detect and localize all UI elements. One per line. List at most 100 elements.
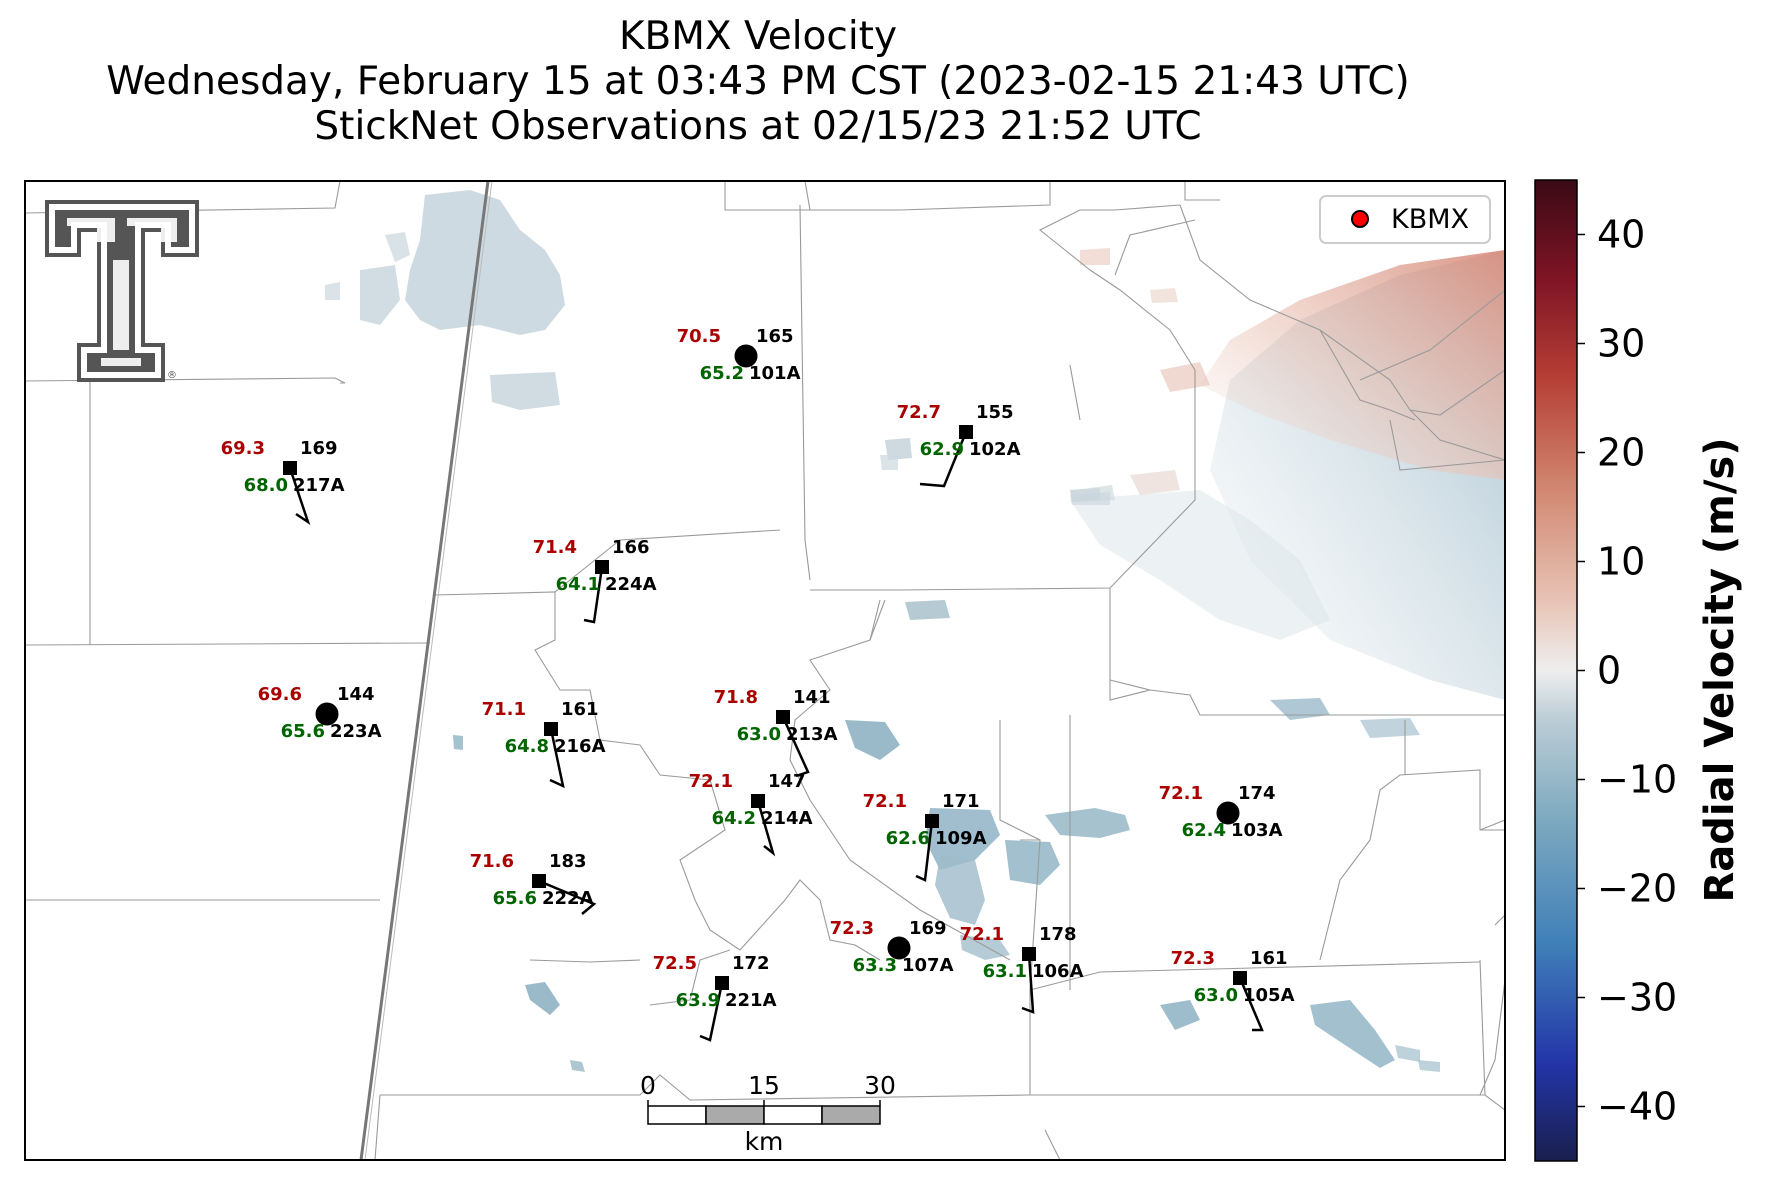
colorbar-tick-label: 30: [1597, 322, 1645, 366]
station-id: 183: [549, 851, 587, 872]
station-marker-square: [1022, 947, 1036, 961]
station-dewpoint: 63.3: [853, 955, 897, 976]
station-dewpoint: 65.6: [281, 721, 325, 742]
station-dewpoint: 62.6: [886, 828, 930, 849]
station-id: 166: [612, 537, 650, 558]
station-temperature: 71.6: [470, 851, 514, 872]
station-dewpoint: 62.9: [920, 439, 964, 460]
station-dewpoint: 63.0: [1194, 985, 1238, 1006]
station-temperature: 71.1: [482, 699, 526, 720]
station-temperature: 69.3: [221, 438, 265, 459]
station-221A[interactable]: 72.5 172 63.9 221A: [653, 953, 777, 1042]
wind-barb: [756, 800, 776, 857]
logo-registered-mark: ®: [167, 370, 177, 381]
title-line-1: KBMX Velocity: [618, 14, 898, 59]
station-103A[interactable]: 72.1 174 62.4 103A: [1159, 783, 1283, 841]
station-temperature: 72.1: [960, 924, 1004, 945]
colorbar-tick-label: −30: [1597, 976, 1677, 1020]
colorbar-tick-label: 20: [1597, 431, 1645, 475]
station-marker-square: [1233, 971, 1247, 985]
county-boundaries: [25, 181, 1505, 1160]
station-temperature: 72.7: [897, 402, 941, 423]
station-id: 169: [909, 918, 947, 939]
map-border: [24, 180, 1506, 1161]
station-107A[interactable]: 72.3 169 63.3 107A: [830, 918, 954, 976]
station-216A[interactable]: 71.1 161 64.8 216A: [482, 699, 606, 789]
wind-barb: [781, 716, 810, 778]
station-id: 171: [942, 791, 980, 812]
station-temperature: 72.3: [1171, 948, 1215, 969]
station-214A[interactable]: 72.1 147 64.2 214A: [689, 771, 813, 857]
station-102A[interactable]: 72.7 155 62.9 102A: [897, 402, 1021, 488]
wind-barb: [1021, 953, 1035, 1014]
station-marker-square: [595, 560, 609, 574]
wind-barb: [919, 431, 968, 488]
scale-label-15: 15: [748, 1071, 780, 1100]
station-id: 147: [768, 771, 806, 792]
station-name: 224A: [605, 574, 657, 595]
scale-label-30: 30: [864, 1071, 896, 1100]
station-217A[interactable]: 69.3 169 68.0 217A: [221, 438, 345, 526]
station-id: 161: [1250, 948, 1288, 969]
station-marker-square: [959, 425, 973, 439]
station-marker-square: [715, 976, 729, 990]
legend-label: KBMX: [1391, 204, 1469, 235]
station-temperature: 72.1: [1159, 783, 1203, 804]
station-name: 222A: [542, 888, 594, 909]
station-222A[interactable]: 71.6 183 65.6 222A: [470, 851, 597, 915]
station-id: 169: [300, 438, 338, 459]
station-name: 107A: [902, 955, 954, 976]
station-id: 161: [561, 699, 599, 720]
station-id: 144: [337, 684, 375, 705]
colorbar: 40 30 20 10 0 −10 −20 −30 −40 Radial Velocity (m…: [1534, 179, 1743, 1162]
station-marker-circle: [887, 936, 911, 960]
station-id: 141: [793, 687, 831, 708]
station-223A[interactable]: 69.6 144 65.6 223A: [258, 684, 382, 742]
station-name: 217A: [293, 475, 345, 496]
station-106A[interactable]: 72.1 178 63.1 106A: [960, 924, 1084, 1014]
station-id: 178: [1039, 924, 1077, 945]
wind-barb: [915, 820, 934, 882]
station-name: 214A: [761, 808, 813, 829]
wind-barb: [288, 467, 311, 526]
title-line-2: Wednesday, February 15 at 03:43 PM CST (…: [106, 59, 1410, 104]
station-name: 221A: [725, 990, 777, 1011]
wind-barb: [583, 566, 604, 624]
colorbar-tick-label: 0: [1597, 649, 1621, 693]
title-line-3: StickNet Observations at 02/15/23 21:52 …: [314, 104, 1202, 149]
station-109A[interactable]: 72.1 171 62.6 109A: [863, 791, 987, 882]
scale-unit: km: [745, 1127, 784, 1156]
station-name: 106A: [1032, 961, 1084, 982]
station-105A[interactable]: 72.3 161 63.0 105A: [1171, 948, 1295, 1032]
station-marker-circle: [315, 702, 339, 726]
station-name: 102A: [969, 439, 1021, 460]
station-dewpoint: 65.6: [493, 888, 537, 909]
colorbar-tick-label: −10: [1597, 758, 1677, 802]
station-101A[interactable]: 70.5 165 65.2 101A: [677, 326, 801, 384]
station-dewpoint: 63.0: [737, 724, 781, 745]
station-name: 216A: [554, 736, 606, 757]
scale-label-0: 0: [640, 1071, 656, 1100]
radar-velocity-echoes: [325, 190, 1505, 1072]
station-name: 103A: [1231, 820, 1283, 841]
station-dewpoint: 65.2: [700, 363, 744, 384]
colorbar-label: Radial Velocity (m/s): [1697, 437, 1743, 902]
station-marker-square: [751, 794, 765, 808]
colorbar-tick-label: 10: [1597, 540, 1645, 584]
station-id: 155: [976, 402, 1014, 423]
wind-barb: [549, 728, 565, 789]
station-temperature: 72.1: [863, 791, 907, 812]
station-213A[interactable]: 71.8 141 63.0 213A: [714, 687, 838, 778]
station-temperature: 70.5: [677, 326, 721, 347]
station-id: 174: [1238, 783, 1276, 804]
station-marker-square: [776, 710, 790, 724]
station-dewpoint: 64.1: [556, 574, 600, 595]
station-temperature: 69.6: [258, 684, 302, 705]
station-dewpoint: 63.1: [983, 961, 1027, 982]
station-name: 223A: [330, 721, 382, 742]
station-224A[interactable]: 71.4 166 64.1 224A: [533, 537, 657, 624]
state-line: [359, 181, 493, 1160]
station-name: 213A: [786, 724, 838, 745]
station-marker-circle: [1216, 801, 1240, 825]
station-dewpoint: 68.0: [244, 475, 288, 496]
